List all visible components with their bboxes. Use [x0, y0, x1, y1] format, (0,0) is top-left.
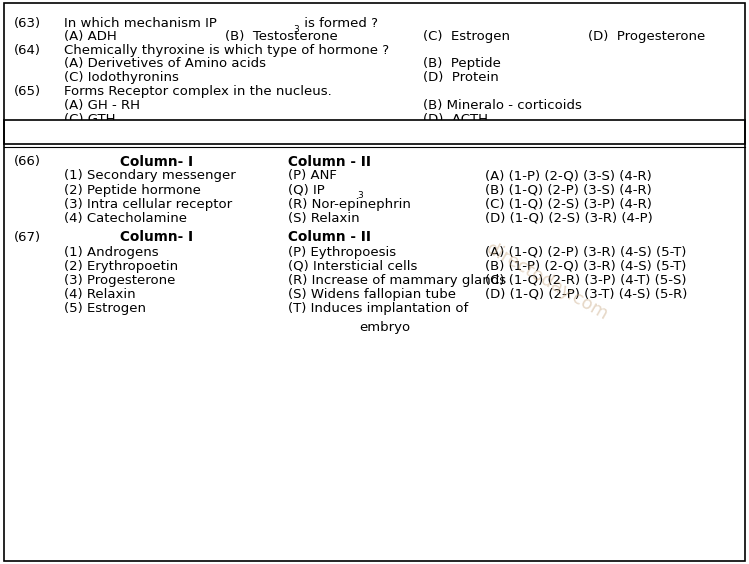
- Text: (4) Catecholamine: (4) Catecholamine: [64, 212, 187, 225]
- Text: (C)  Estrogen: (C) Estrogen: [423, 30, 510, 43]
- FancyBboxPatch shape: [4, 120, 745, 144]
- Text: (P) Eythropoesis: (P) Eythropoesis: [288, 245, 396, 259]
- Text: (A) ADH: (A) ADH: [64, 30, 116, 43]
- Text: (A) GH - RH: (A) GH - RH: [64, 99, 139, 112]
- Text: (2) Erythropoetin: (2) Erythropoetin: [64, 259, 178, 273]
- Text: embryo: embryo: [360, 320, 410, 334]
- Text: Column- I: Column- I: [120, 231, 193, 244]
- Text: (66): (66): [13, 155, 40, 169]
- Text: (3) Intra cellular receptor: (3) Intra cellular receptor: [64, 197, 231, 211]
- Text: (T) Induces implantation of: (T) Induces implantation of: [288, 302, 469, 315]
- Text: (C) Iodothyronins: (C) Iodothyronins: [64, 71, 178, 85]
- Text: (Q) IP: (Q) IP: [288, 183, 325, 197]
- Text: (67): (67): [13, 231, 40, 244]
- Text: (3) Progesterone: (3) Progesterone: [64, 274, 175, 287]
- Text: Answers: (57-C), (58-C), (59-B), (60-D), (61-D), (62-A), (63-A), (64-C), (65-B): Answers: (57-C), (58-C), (59-B), (60-D),…: [11, 125, 592, 139]
- Text: (C) (1-Q) (2-S) (3-P) (4-R): (C) (1-Q) (2-S) (3-P) (4-R): [485, 197, 652, 211]
- Text: Forms Receptor complex in the nucleus.: Forms Receptor complex in the nucleus.: [64, 85, 331, 99]
- Text: (D) (1-Q) (2-S) (3-R) (4-P): (D) (1-Q) (2-S) (3-R) (4-P): [485, 212, 653, 225]
- Text: (C) GTH: (C) GTH: [64, 112, 115, 126]
- Text: (D)  ACTH: (D) ACTH: [423, 112, 488, 126]
- Text: (R) Nor-epinephrin: (R) Nor-epinephrin: [288, 197, 411, 211]
- Text: (B)  Peptide: (B) Peptide: [423, 57, 501, 70]
- Text: (2) Peptide hormone: (2) Peptide hormone: [64, 183, 201, 197]
- Text: (B) (1-P) (2-Q) (3-R) (4-S) (5-T): (B) (1-P) (2-Q) (3-R) (4-S) (5-T): [485, 259, 687, 273]
- Text: is formed ?: is formed ?: [300, 17, 377, 30]
- Text: (63): (63): [13, 17, 40, 30]
- Text: (A) (1-Q) (2-P) (3-R) (4-S) (5-T): (A) (1-Q) (2-P) (3-R) (4-S) (5-T): [485, 245, 687, 259]
- Text: (4) Relaxin: (4) Relaxin: [64, 288, 136, 301]
- Text: 3: 3: [357, 191, 363, 200]
- Text: In which mechanism IP: In which mechanism IP: [64, 17, 216, 30]
- Text: (5) Estrogen: (5) Estrogen: [64, 302, 145, 315]
- Text: Column - II: Column - II: [288, 155, 372, 169]
- Text: (Q) Intersticial cells: (Q) Intersticial cells: [288, 259, 418, 273]
- Text: (64): (64): [13, 44, 40, 58]
- Text: (D)  Protein: (D) Protein: [423, 71, 499, 85]
- Text: (B)  Testosterone: (B) Testosterone: [225, 30, 338, 43]
- Text: (1) Androgens: (1) Androgens: [64, 245, 158, 259]
- Text: (C) (1-Q) (2-R) (3-P) (4-T) (5-S): (C) (1-Q) (2-R) (3-P) (4-T) (5-S): [485, 274, 687, 287]
- Text: (R) Increase of mammary glands: (R) Increase of mammary glands: [288, 274, 506, 287]
- Text: (D)  Progesterone: (D) Progesterone: [588, 30, 706, 43]
- Text: (1) Secondary messenger: (1) Secondary messenger: [64, 169, 235, 183]
- Text: 3: 3: [294, 25, 300, 34]
- Text: (B) Mineralo - corticoids: (B) Mineralo - corticoids: [423, 99, 582, 112]
- Text: (D) (1-Q) (2-P) (3-T) (4-S) (5-R): (D) (1-Q) (2-P) (3-T) (4-S) (5-R): [485, 288, 688, 301]
- Text: (S) Widens fallopian tube: (S) Widens fallopian tube: [288, 288, 456, 301]
- Text: (A) Derivetives of Amino acids: (A) Derivetives of Amino acids: [64, 57, 266, 70]
- Text: Column- I: Column- I: [120, 155, 193, 169]
- Text: (P) ANF: (P) ANF: [288, 169, 337, 183]
- Text: (A) (1-P) (2-Q) (3-S) (4-R): (A) (1-P) (2-Q) (3-S) (4-R): [485, 169, 652, 183]
- Text: (S) Relaxin: (S) Relaxin: [288, 212, 360, 225]
- Text: Chemically thyroxine is which type of hormone ?: Chemically thyroxine is which type of ho…: [64, 44, 389, 58]
- Text: (65): (65): [13, 85, 40, 99]
- Text: directoday.com: directoday.com: [483, 240, 610, 324]
- Text: Column - II: Column - II: [288, 231, 372, 244]
- Text: (B) (1-Q) (2-P) (3-S) (4-R): (B) (1-Q) (2-P) (3-S) (4-R): [485, 183, 652, 197]
